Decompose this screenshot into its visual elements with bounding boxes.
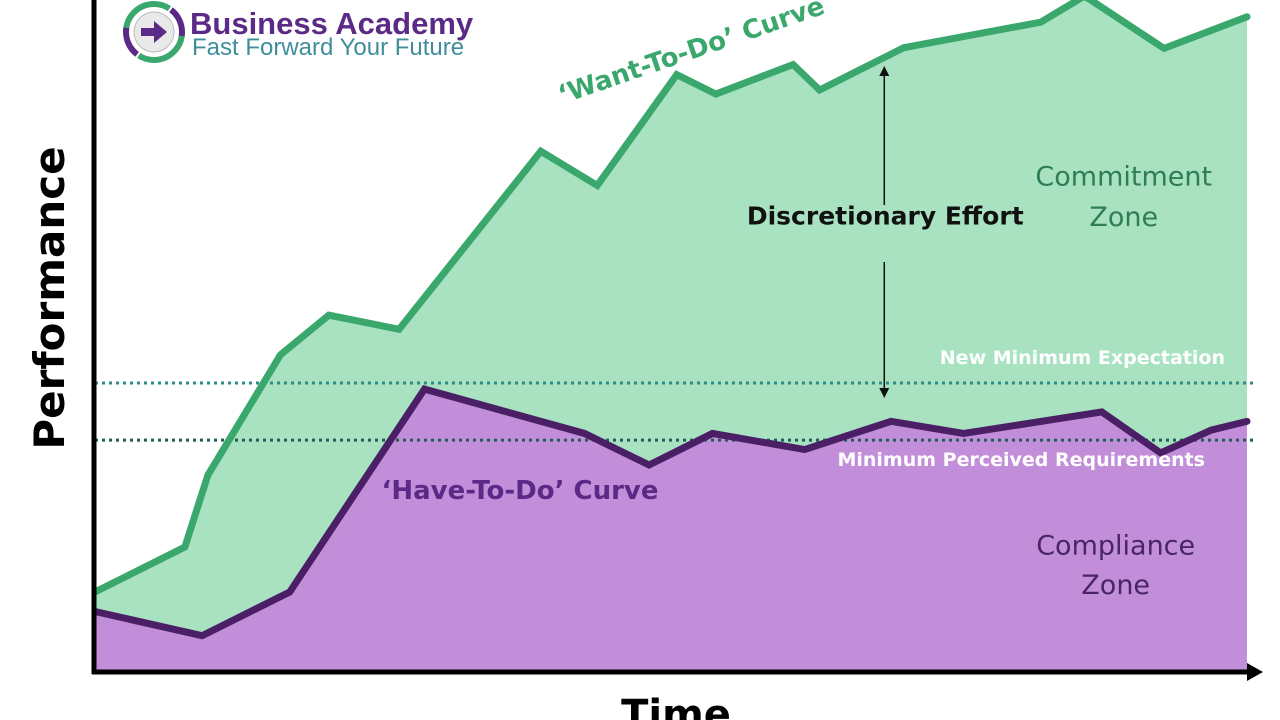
chart-axes — [91, 0, 1263, 681]
have-to-do-curve-label: ‘Have-To-Do’ Curve — [381, 476, 658, 506]
business-academy-logo: Business Academy Fast Forward Your Futur… — [122, 0, 522, 70]
chart-areas — [95, 0, 1247, 672]
reference-lines — [95, 381, 1255, 442]
x-axis-label: Time — [621, 692, 731, 720]
discretionary-effort-label: Discretionary Effort — [747, 201, 1024, 230]
arrow-right-icon — [123, 1, 185, 63]
effort-arrowhead-up — [879, 66, 890, 76]
compliance-zone-label-line2: Zone — [1081, 570, 1150, 601]
logo-title: Business Academy — [190, 6, 474, 41]
chart-curves — [91, 0, 1251, 640]
x-axis-arrowhead — [1247, 663, 1263, 681]
line-series-0 — [91, 0, 1251, 596]
minimum-perceived-requirements-label: Minimum Perceived Requirements — [837, 449, 1205, 471]
commitment-zone-label-line1: Commitment — [1035, 161, 1212, 192]
area-series-1 — [95, 389, 1247, 672]
commitment-zone-label-line2: Zone — [1089, 202, 1158, 233]
line-series-1 — [91, 385, 1251, 640]
y-axis-label: Performance — [25, 146, 74, 449]
new-minimum-expectation-label: New Minimum Expectation — [940, 347, 1225, 369]
effort-arrowhead-down — [879, 388, 890, 398]
compliance-zone-label-line1: Compliance — [1036, 530, 1195, 561]
logo-tagline: Fast Forward Your Future — [192, 34, 465, 61]
